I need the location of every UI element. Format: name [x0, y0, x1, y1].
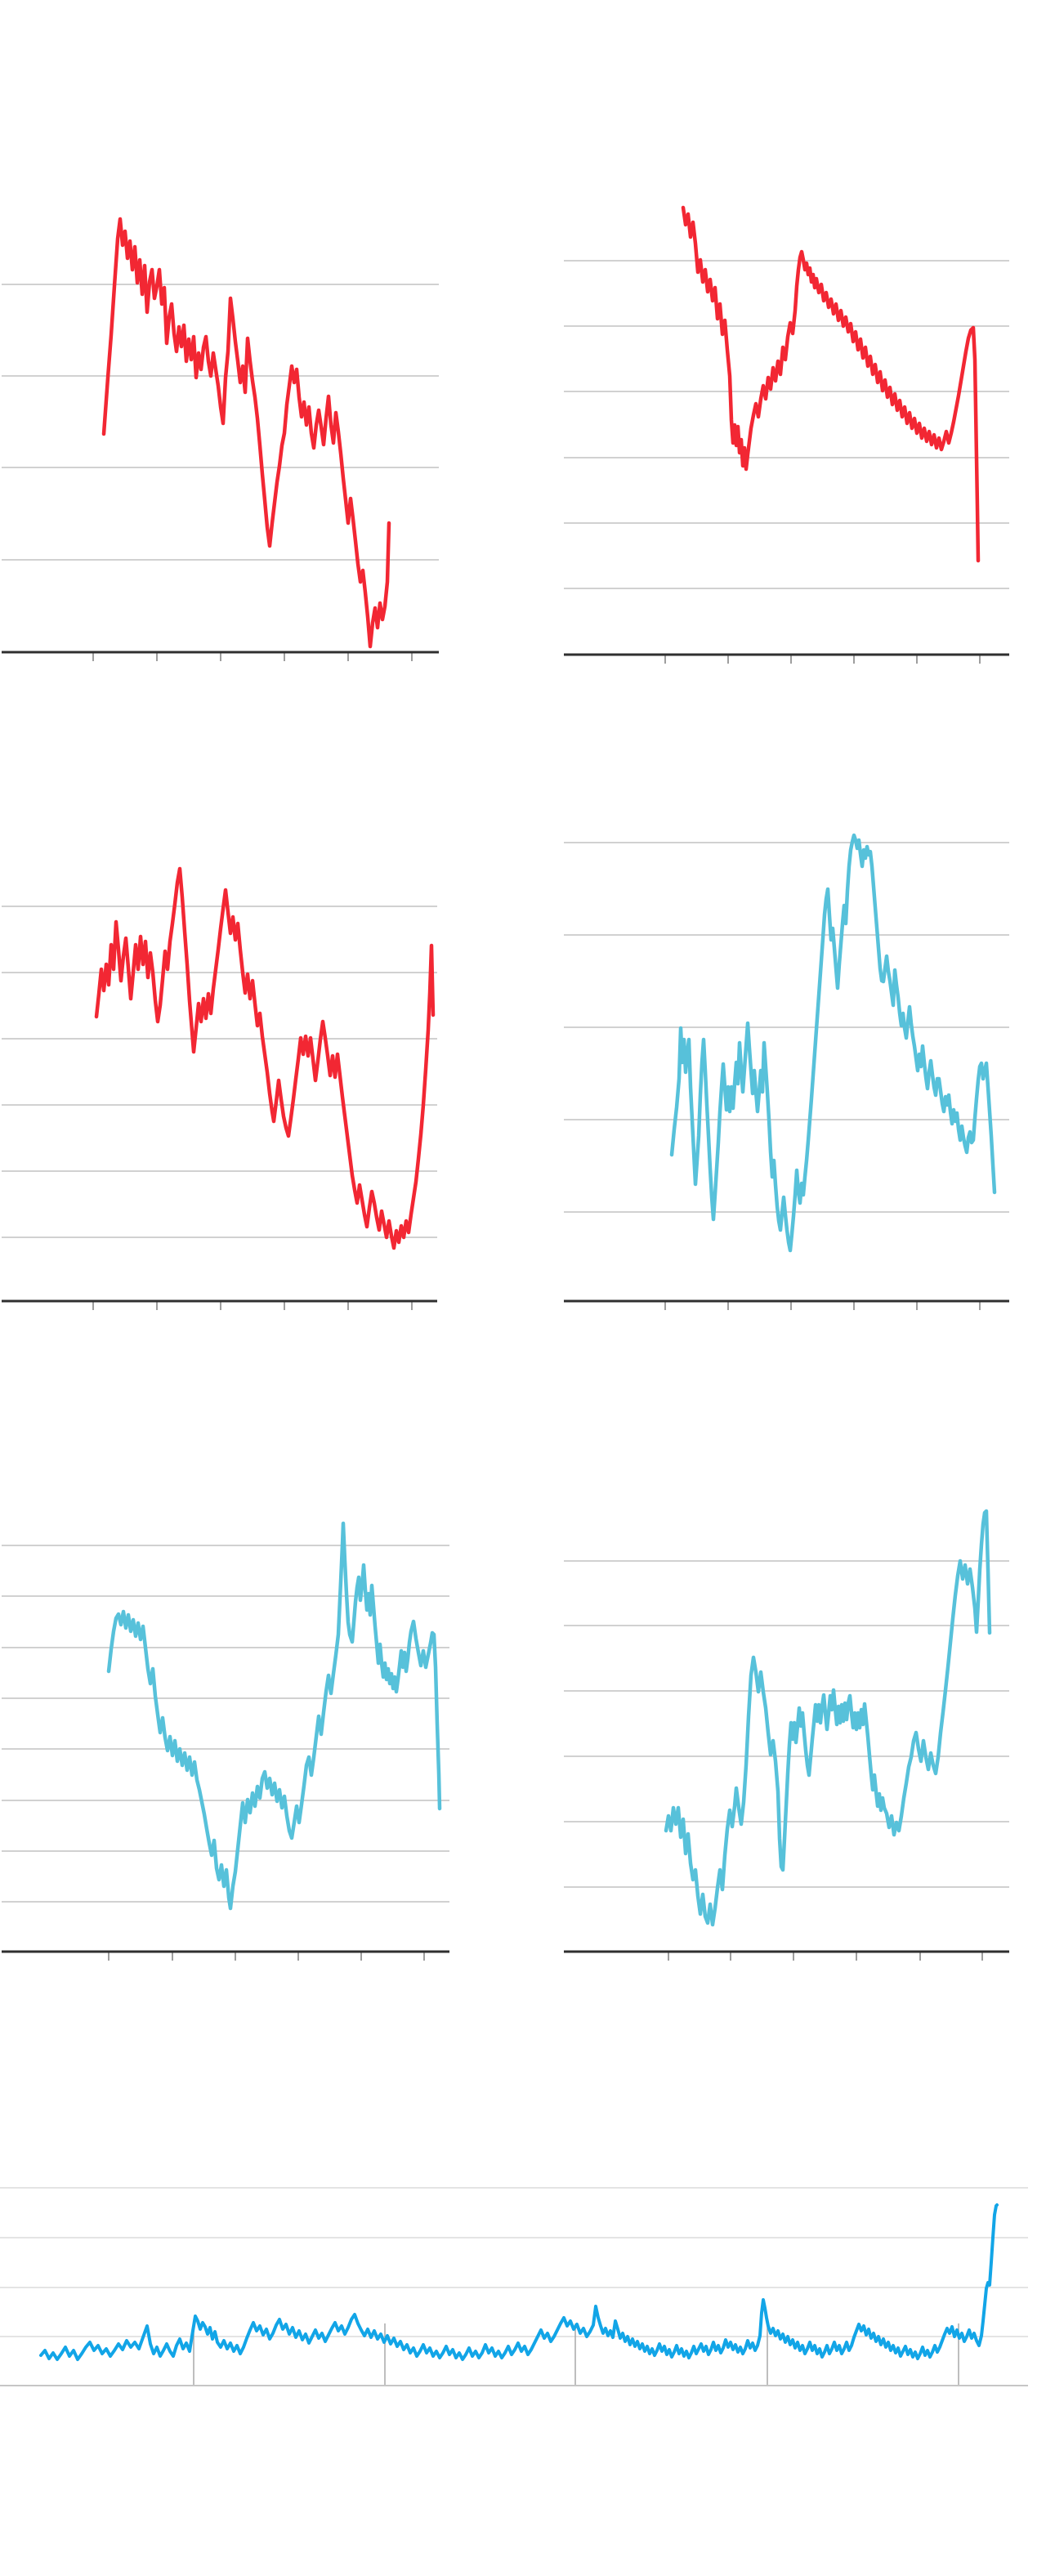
line-chart-bottom-left — [2, 1521, 449, 1961]
data-line — [664, 1509, 992, 1927]
line-chart-top-left — [2, 217, 439, 661]
data-line — [106, 1521, 442, 1911]
data-line — [681, 205, 981, 563]
line-chart-mid-left — [2, 866, 437, 1310]
data-line — [101, 217, 391, 649]
data-line — [94, 866, 436, 1250]
line-chart-bottom-right — [564, 1509, 1009, 1961]
data-line — [39, 2203, 999, 2361]
line-chart-wide-bottom — [0, 2187, 1028, 2386]
data-line — [669, 833, 997, 1253]
line-chart-mid-right — [564, 833, 1009, 1310]
line-chart-top-right — [564, 205, 1009, 664]
